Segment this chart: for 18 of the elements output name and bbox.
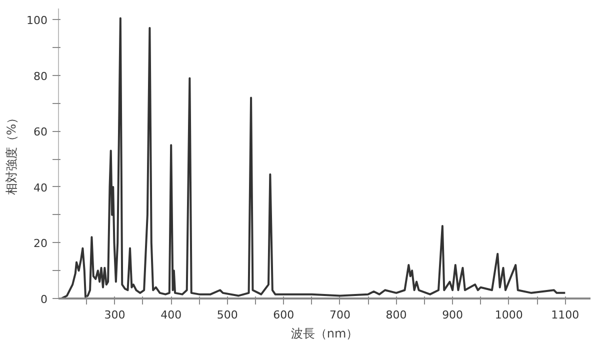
x-tick-label: 900 xyxy=(442,308,464,322)
x-tick-label: 800 xyxy=(386,308,407,322)
x-tick-label: 600 xyxy=(273,308,294,322)
y-tick-label: 60 xyxy=(34,126,48,139)
x-tick-label: 1100 xyxy=(551,308,580,322)
line-series xyxy=(60,17,566,298)
y-tick-label: 20 xyxy=(34,237,48,250)
x-tick-label: 300 xyxy=(104,308,126,322)
y-tick-label: 100 xyxy=(26,14,48,28)
y-axis-title: 相対強度（%） xyxy=(4,112,19,196)
x-tick-label: 500 xyxy=(216,308,238,322)
x-tick-label: 700 xyxy=(329,308,350,322)
y-tick-label: 40 xyxy=(34,181,48,194)
x-tick-label: 1000 xyxy=(494,308,523,322)
y-tick-label: 0 xyxy=(40,293,48,306)
x-tick-label: 400 xyxy=(160,308,182,322)
y-tick-label: 80 xyxy=(34,70,48,83)
x-axis-title: 波長（nm） xyxy=(290,326,358,340)
